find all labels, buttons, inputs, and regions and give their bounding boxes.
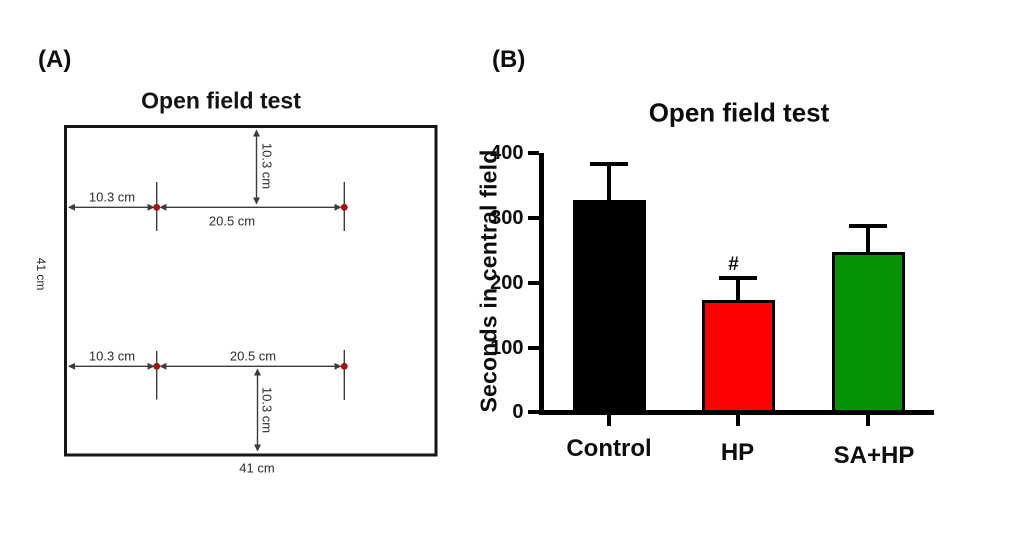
bar-control (572, 200, 646, 414)
dim-label-upper-center: 20.5 cm (208, 213, 256, 229)
dim-label-lower-left: 10.3 cm (88, 348, 136, 364)
category-label: HP (720, 438, 755, 466)
error-bar-stem (736, 277, 740, 302)
error-bar-cap (849, 224, 887, 229)
dim-label-upper-left: 10.3 cm (88, 189, 136, 205)
x-tick (736, 414, 740, 426)
significance-hash: # (728, 253, 739, 275)
arena-rect (64, 125, 438, 457)
error-bar-stem (607, 164, 611, 203)
bar-hp (701, 299, 775, 414)
center-point-marker (153, 362, 161, 370)
category-label: Control (566, 435, 652, 462)
category-label: SA+HP (833, 441, 915, 469)
panel-b-label: (B) (492, 46, 526, 73)
error-bar-cap (590, 162, 628, 167)
x-tick (607, 414, 611, 426)
y-tick-label: 0 (512, 401, 524, 424)
y-tick (527, 345, 539, 350)
dim-label-bottom: 41 cm (239, 460, 275, 476)
panel-a-label: (A) (38, 46, 72, 73)
y-tick-label: 300 (490, 206, 524, 229)
y-tick-label: 400 (490, 142, 524, 165)
center-point-marker (340, 362, 348, 370)
center-point-marker (153, 203, 161, 211)
y-tick (527, 280, 539, 285)
center-field-markers (153, 203, 348, 370)
panel-a-title: Open field test (141, 87, 301, 114)
y-tick (527, 151, 539, 156)
error-bar-cap (719, 275, 757, 280)
bar-sahp (831, 252, 905, 414)
y-axis (538, 152, 544, 415)
panel-b-title: Open field test (648, 97, 830, 128)
dim-label-lower-center: 20.5 cm (229, 348, 277, 364)
center-point-marker (340, 203, 348, 211)
error-bar-stem (866, 226, 870, 255)
y-tick (527, 215, 539, 220)
y-tick-label: 100 (490, 336, 524, 359)
y-tick-label: 200 (490, 271, 524, 294)
x-tick (866, 414, 870, 426)
dimension-arrows (67, 129, 345, 452)
y-tick (527, 410, 539, 415)
